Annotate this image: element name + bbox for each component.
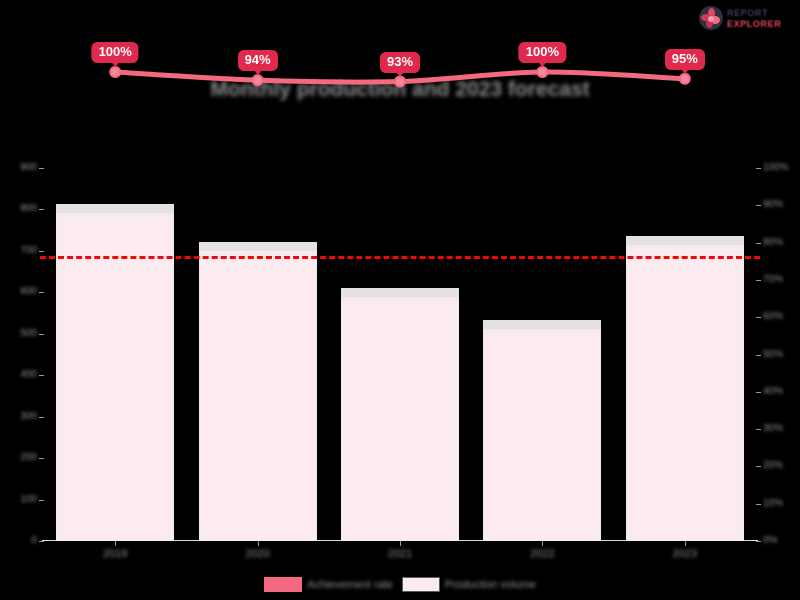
bar-cap (341, 288, 459, 297)
data-label-2023: 95% (664, 48, 705, 74)
y-axis-right-label: 70% (763, 273, 784, 285)
x-axis-label-2019: 2019 (102, 548, 128, 560)
y-axis-right-tick (756, 429, 761, 431)
y-axis-right-label: 60% (763, 311, 784, 323)
y-axis-right-tick (756, 317, 761, 319)
y-axis-left-label: 600 (20, 286, 37, 298)
y-axis-left-tick (39, 375, 44, 377)
y-axis-left-tick (39, 333, 44, 335)
y-axis-right-tick (756, 205, 761, 207)
bar-2021[interactable] (341, 288, 459, 541)
y-axis-left-tick (39, 416, 44, 418)
y-axis-left-tick (39, 168, 44, 169)
y-axis-left-tick (39, 541, 44, 542)
legend-item-bar[interactable]: Production volume (401, 577, 536, 592)
y-axis-right-label: 0% (763, 535, 778, 546)
y-axis-right-tick (756, 242, 761, 244)
x-axis-tick (115, 541, 117, 546)
y-axis-right-tick (756, 391, 761, 393)
data-label-2021: 93% (379, 51, 421, 77)
bar-2023[interactable] (625, 236, 744, 541)
legend-label-line: Achievement rate (307, 578, 393, 591)
legend-item-line[interactable]: Achievement rate (264, 577, 393, 592)
y-axis-right-label: 50% (763, 348, 784, 360)
bar-cap-inner (57, 213, 174, 217)
bar-cap (483, 320, 602, 329)
y-axis-right-label: 100% (763, 162, 789, 173)
x-axis-label-2020: 2020 (245, 548, 270, 560)
bar-cap (625, 236, 744, 245)
y-axis-right-tick (756, 466, 761, 468)
x-axis-tick (542, 541, 544, 546)
bar-2020[interactable] (198, 242, 317, 541)
y-axis-left-label: 0 (31, 535, 37, 546)
x-axis-tick (684, 541, 686, 546)
y-axis-left-tick (39, 458, 44, 460)
chart-title: Monthly production and 2023 forecast (210, 78, 590, 101)
y-axis-left-tick (39, 250, 44, 252)
y-axis-left-tick (39, 499, 44, 501)
y-axis-right-label: 20% (763, 460, 784, 472)
flower-logo-icon (698, 5, 724, 31)
logo-text-line1: REPORT (727, 7, 769, 18)
bar-cap (198, 242, 317, 251)
bar-cap (56, 204, 175, 213)
x-axis-tick (400, 541, 401, 546)
bar-cap-inner (199, 251, 316, 255)
line-marker-2019[interactable] (109, 66, 122, 78)
legend-label-bar: Production volume (444, 578, 536, 591)
y-axis-left-tick (39, 292, 44, 294)
legend-swatch-line-icon (264, 577, 303, 592)
bar-cap-inner (484, 329, 601, 333)
y-axis-left-tick (39, 209, 44, 211)
y-axis-right-tick (756, 503, 761, 505)
x-axis-label-2022: 2022 (530, 548, 555, 560)
line-marker-2022[interactable] (536, 66, 549, 78)
x-axis-label-2021: 2021 (387, 548, 413, 560)
plot-area: 900 800 700 600 500 400 300 200 100 0 100% 90% 80% 70… (20, 42, 789, 560)
bar-2022[interactable] (483, 320, 602, 541)
logo-text-line2: EXPLORER (727, 18, 782, 29)
data-label-2019: 100% (91, 42, 139, 67)
legend-swatch-bar-icon (401, 577, 440, 592)
y-axis-right-tick (756, 168, 761, 169)
y-axis-left-label: 200 (20, 452, 37, 464)
brand-logo: REPORT EXPLORER (698, 3, 794, 33)
y-axis-right-label: 90% (763, 199, 784, 211)
y-axis-right-label: 10% (763, 497, 784, 509)
data-label-2022: 100% (518, 42, 567, 67)
x-axis-tick (257, 541, 259, 546)
y-axis-left-label: 300 (20, 410, 37, 422)
y-axis-right-tick (756, 541, 761, 542)
y-axis-left-label: 800 (20, 203, 37, 215)
y-axis-left-label: 500 (20, 327, 37, 339)
bar-2019[interactable] (56, 204, 175, 541)
threshold-line (40, 256, 760, 259)
y-axis-left-label: 700 (20, 244, 37, 256)
y-axis-right-tick (756, 279, 761, 281)
y-axis-left-label: 900 (20, 162, 37, 173)
bar-cap-inner (342, 297, 458, 301)
data-label-2020: 94% (237, 50, 278, 76)
y-axis-right-label: 40% (763, 385, 784, 397)
bar-cap-inner (626, 245, 743, 249)
x-axis-label-2023: 2023 (672, 548, 698, 560)
y-axis-left-label: 100 (20, 493, 37, 505)
y-axis-right-tick (756, 354, 761, 356)
y-axis-right-label: 80% (763, 236, 784, 248)
y-axis-left-label: 400 (20, 369, 37, 381)
y-axis-right-label: 30% (763, 423, 784, 435)
chart-legend: Achievement rate Production volume (0, 577, 800, 592)
